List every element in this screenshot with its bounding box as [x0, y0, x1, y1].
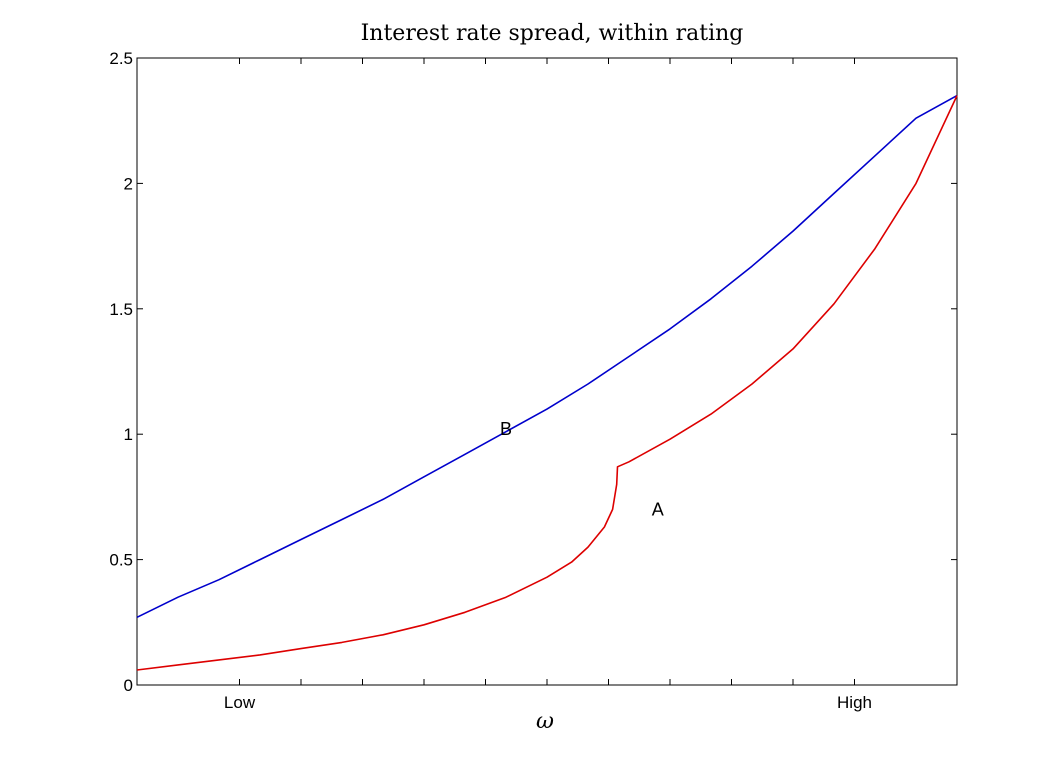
series-layer	[136, 94, 958, 671]
y-tick-label: 0.5	[109, 551, 133, 570]
annotation-layer: BA	[500, 419, 664, 519]
axes: 0 0.5 1 1.5 2 2.5 Low High	[109, 49, 957, 712]
series-annotation-b: B	[500, 419, 512, 439]
x-tick-label: Low	[224, 693, 256, 712]
series-line-a	[136, 95, 958, 671]
y-tick-label: 1.5	[109, 300, 133, 319]
plot-area	[136, 57, 958, 686]
y-tick-label: 1	[124, 425, 133, 444]
series-annotation-a: A	[652, 499, 664, 519]
chart-title: Interest rate spread, within rating	[361, 21, 744, 46]
x-tick-label: High	[837, 693, 872, 712]
x-axis-label: ω	[536, 709, 554, 734]
y-tick-label: 2	[124, 174, 133, 193]
series-line-b	[136, 94, 958, 619]
y-tick-label: 2.5	[109, 49, 133, 68]
y-tick-label: 0	[124, 676, 133, 695]
